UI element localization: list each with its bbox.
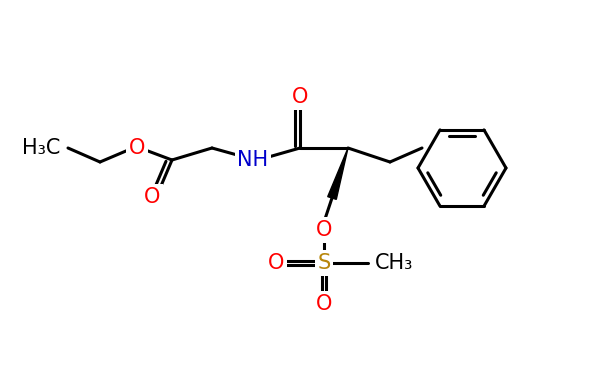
Text: O: O <box>144 187 160 207</box>
Text: CH₃: CH₃ <box>375 253 413 273</box>
Text: O: O <box>129 138 145 158</box>
Text: S: S <box>318 253 330 273</box>
Text: O: O <box>292 87 308 107</box>
Text: NH: NH <box>237 150 269 170</box>
Text: O: O <box>268 253 284 273</box>
Text: O: O <box>316 294 332 314</box>
Text: H₃C: H₃C <box>22 138 60 158</box>
Polygon shape <box>328 148 348 200</box>
Text: O: O <box>316 220 332 240</box>
